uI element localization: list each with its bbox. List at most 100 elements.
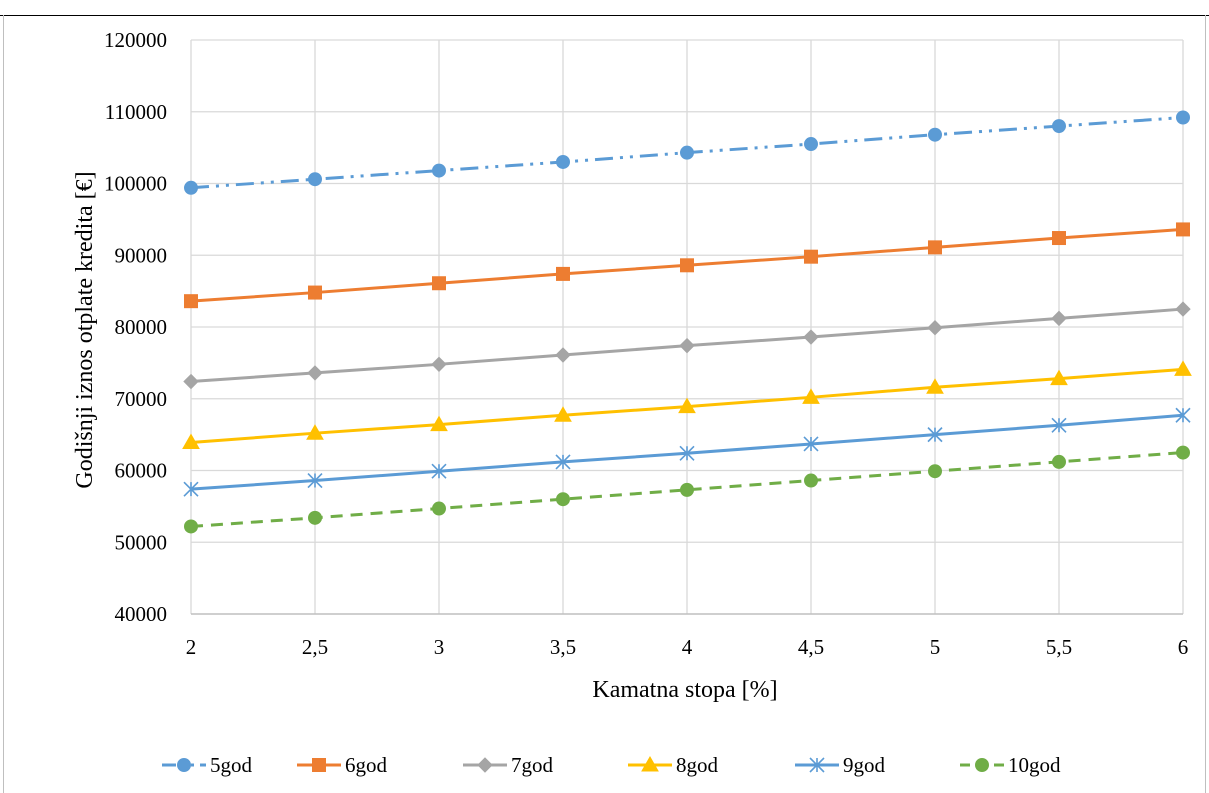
data-point-5god [1052,119,1066,134]
data-point-10god [432,501,446,516]
x-tick-label: 3 [434,635,445,659]
legend-item-10god: 10god [960,753,1061,777]
series-9god [183,407,1191,497]
data-point-5god [184,180,198,195]
x-tick-label: 5,5 [1046,635,1072,659]
x-tick-label: 4 [682,635,693,659]
y-tick-label: 100000 [104,172,167,196]
x-axis-title: Kamatna stopa [%] [592,677,777,703]
data-point-9god [803,436,819,452]
legend-label: 7god [511,753,554,777]
data-point-9god [307,472,323,489]
y-tick-label: 120000 [104,28,167,52]
gridlines [190,39,1184,614]
data-point-9god [555,454,571,470]
legend-item-5god: 5god [162,753,253,777]
data-point-7god [803,329,819,345]
y-axis-title: Godišnji iznos otplate kredita [€] [72,171,98,488]
data-point-10god [308,510,322,525]
data-point-6god [928,240,942,255]
series-lines [182,110,1192,534]
data-point-8god [430,415,448,432]
data-point-9god [431,463,447,479]
legend-item-6god: 6god [297,753,388,777]
x-tick-label: 2 [186,635,197,659]
data-point-8god [802,388,820,404]
series-6god [184,222,1190,309]
x-tick-label: 5 [930,635,941,659]
legend-item-8god: 8god [628,753,719,777]
data-point-7god [183,373,199,390]
legend-item-7god: 7god [463,753,554,777]
data-point-9god [927,427,943,443]
data-point-8god [1174,360,1192,376]
tick-labels: 40000 50000 60000 70000 80000 90000 100000 1100… [104,28,1188,659]
x-tick-label: 6 [1178,635,1189,659]
series-8god [182,360,1192,450]
legend-label: 9god [843,753,886,777]
series-10god [184,445,1190,534]
data-point-10god [556,492,570,507]
data-point-7god [1175,301,1191,317]
legend-item-9god: 9god [795,753,886,777]
data-point-7god [1051,310,1067,327]
data-point-10god [804,473,818,488]
data-point-10god [928,464,942,479]
data-point-9god [679,445,695,461]
data-point-7god [927,320,943,336]
y-tick-label: 70000 [115,387,168,411]
y-tick-label: 90000 [115,243,168,267]
data-point-8god [306,424,324,440]
data-point-5god [1176,110,1190,125]
chart-frame-right-border [1205,15,1206,793]
data-point-5god [680,145,694,160]
legend-swatch-marker [177,758,191,772]
data-point-7god [555,347,571,363]
data-point-5god [308,172,322,187]
series-7god [183,301,1191,390]
data-point-8god [182,433,200,450]
data-point-8god [1050,369,1068,386]
y-tick-label: 50000 [115,530,168,554]
legend-label: 10god [1008,753,1061,777]
data-point-8god [926,378,944,394]
legend-swatch-marker [312,758,326,772]
legend-swatch-marker [477,757,493,773]
data-point-6god [804,249,818,264]
y-tick-label: 60000 [115,459,168,483]
data-point-6god [1176,222,1190,237]
legend-swatch-marker [975,758,989,772]
y-tick-label: 40000 [115,602,168,626]
series-line-10god [190,451,1184,528]
data-point-10god [1176,445,1190,460]
legend-label: 8god [676,753,719,777]
data-point-9god [1051,417,1067,433]
legend-swatch-marker [641,755,659,772]
data-point-6god [308,285,322,300]
legend-label: 6god [345,753,388,777]
data-point-5god [928,127,942,142]
data-point-6god [1052,231,1066,246]
y-tick-label: 110000 [105,100,167,124]
legend: 5god 6god 7god 8god 9god 10god [162,753,1061,777]
data-point-9god [183,481,199,497]
data-point-6god [680,258,694,273]
data-point-6god [432,276,446,291]
data-point-7god [431,356,447,373]
data-point-9god [1175,407,1191,423]
chart-frame-left-border [3,15,4,793]
page-header-rule [0,15,1209,16]
data-point-6god [184,294,198,309]
data-point-7god [307,365,323,381]
legend-label: 5god [210,753,253,777]
data-point-10god [680,482,694,497]
data-point-10god [184,519,198,534]
legend-swatch-marker [809,757,825,773]
data-point-7god [679,337,695,354]
series-5god [184,110,1190,195]
data-point-6god [556,266,570,281]
data-point-8god [678,397,696,414]
data-point-5god [432,163,446,178]
y-tick-label: 80000 [115,315,168,339]
x-tick-label: 4,5 [798,635,824,659]
